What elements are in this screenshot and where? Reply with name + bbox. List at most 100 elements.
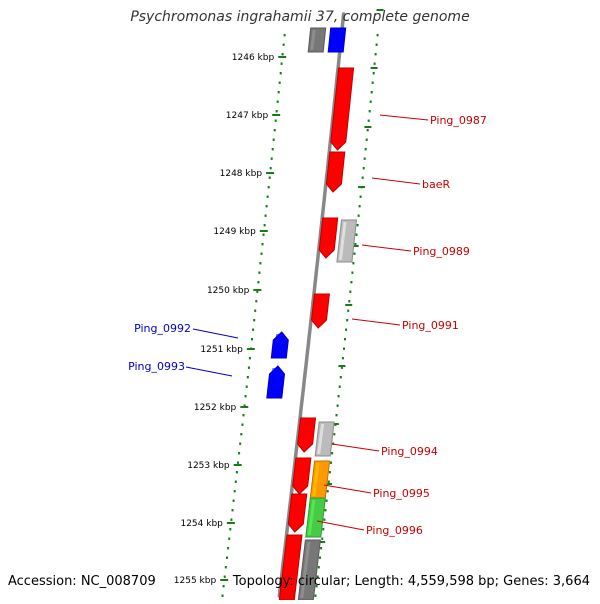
ruler-dot (278, 81, 281, 84)
ruler-dot (330, 461, 332, 464)
ruler-dot (363, 157, 366, 160)
scale-tick-label: 1250 kbp (207, 286, 250, 296)
ruler-dot (226, 556, 228, 559)
ruler-dot (246, 376, 249, 379)
gene-highlight (332, 70, 344, 141)
gene-highlight (273, 334, 280, 356)
ruler-dot (233, 490, 236, 493)
ruler-dot (348, 300, 351, 303)
ping-0992-label[interactable]: Ping_0992 (134, 322, 191, 335)
baer-connector (371, 177, 421, 185)
ruler-dot (257, 281, 260, 284)
gene-ping-0989[interactable] (318, 217, 339, 259)
ruler-dot (354, 243, 357, 246)
ruler-dot (240, 433, 243, 436)
ruler-dot (326, 490, 329, 493)
ruler-dot (327, 480, 330, 483)
gene-highlight (289, 496, 297, 523)
ruler-dot (344, 338, 346, 341)
ping-0995-label[interactable]: Ping_0995 (373, 487, 430, 500)
ruler-dot (277, 91, 280, 94)
ping-0989-label[interactable]: Ping_0989 (413, 245, 470, 258)
ruler-dot (376, 34, 379, 37)
ruler-dot (331, 452, 334, 455)
ruler-dot (282, 43, 285, 46)
ruler-dot (241, 423, 244, 426)
gene-ping-0987[interactable] (330, 67, 355, 151)
ruler-dot (255, 300, 258, 303)
ruler-dot (237, 461, 239, 464)
ruler-dot (239, 442, 242, 445)
ruler-dot (338, 385, 341, 388)
gene-highlight (317, 424, 325, 454)
ruler-dot (248, 357, 251, 360)
scale-tick-label: 1254 kbp (180, 519, 223, 529)
ruler-dot (364, 148, 367, 151)
ruler-dot (365, 138, 368, 141)
ruler-dot (263, 224, 266, 227)
ruler-dot (349, 290, 352, 293)
ping-0996-label[interactable]: Ping_0996 (366, 524, 423, 537)
ruler-dot (256, 290, 259, 293)
gene-highlight (327, 154, 335, 183)
ruler-dot (316, 575, 319, 578)
ping-0987-label[interactable]: Ping_0987 (430, 114, 487, 127)
gene-highlight (338, 222, 347, 260)
ruler-dot (368, 110, 371, 113)
ruler-dot (328, 471, 331, 474)
ruler-dot (223, 575, 226, 578)
ruler-dot (264, 214, 267, 217)
gene-highlight (312, 296, 320, 319)
ruler-dot (224, 566, 227, 569)
ruler-dot (370, 91, 373, 94)
ruler-dot (254, 309, 257, 312)
ruler-dot (228, 537, 231, 540)
ruler-dot (245, 385, 248, 388)
accession-text: Accession: NC_008709 (8, 574, 156, 589)
ruler-dot (341, 357, 344, 360)
ruler-dot (319, 556, 321, 559)
ping-0994-label[interactable]: Ping_0994 (381, 445, 438, 458)
ruler-dot (343, 347, 345, 350)
ruler-dot (352, 262, 355, 265)
scale-tick-label: 1255 kbp (174, 576, 217, 586)
ruler-dot (359, 195, 362, 198)
ruler-dot (355, 233, 358, 236)
ping-0991-connector (351, 318, 401, 326)
gene-highlight (310, 30, 316, 50)
ruler-dot (371, 81, 374, 84)
ping-0993-label[interactable]: Ping_0993 (128, 360, 185, 373)
gene-highlight (312, 463, 320, 496)
ruler-dot (231, 509, 234, 512)
ruler-dot (251, 338, 253, 341)
ruler-dot (261, 243, 264, 246)
ruler-dot (247, 366, 250, 369)
scale-tick-label: 1253 kbp (187, 461, 230, 471)
ruler-dot (373, 62, 376, 65)
ping-0991-label[interactable]: Ping_0991 (402, 319, 459, 332)
scale-tick-label: 1251 kbp (200, 345, 243, 355)
baer-label[interactable]: baeR (422, 178, 450, 191)
ruler-dot (322, 528, 325, 531)
gene-highlight (300, 542, 311, 598)
gene-highlight (320, 220, 328, 249)
ruler-dot (362, 167, 365, 170)
ruler-dot (351, 271, 354, 274)
ruler-dot (275, 110, 278, 113)
ruler-dot (317, 566, 320, 569)
ruler-dot (235, 471, 238, 474)
ruler-dot (276, 100, 279, 103)
ruler-dot (339, 376, 342, 379)
ping-0996-connector (316, 520, 365, 531)
ruler-dot (259, 262, 262, 265)
ruler-dot (279, 72, 282, 75)
ruler-dot (358, 205, 361, 208)
ruler-dot (266, 195, 269, 198)
gene-highlight (268, 368, 276, 396)
ruler-dot (367, 119, 370, 122)
ruler-dot (336, 404, 339, 407)
scale-tick-label: 1249 kbp (213, 227, 256, 237)
ruler-dot (283, 34, 286, 37)
ruler-dot (265, 205, 268, 208)
